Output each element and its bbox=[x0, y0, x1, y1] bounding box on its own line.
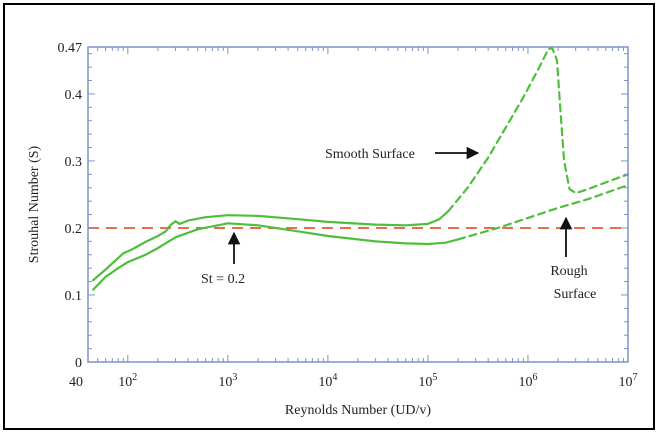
y-tick-label: 0.1 bbox=[65, 289, 83, 304]
annotation-smooth-surface: Smooth Surface bbox=[325, 147, 415, 162]
x-tick-label: 103 bbox=[218, 372, 237, 390]
y-tick-label: 0.47 bbox=[58, 41, 83, 56]
series-2-dashed-line bbox=[456, 184, 630, 241]
y-tick-label: 0.2 bbox=[65, 222, 83, 237]
x-tick-label: 104 bbox=[318, 372, 337, 390]
x-tick-label: 105 bbox=[418, 372, 437, 390]
x-axis-label: Reynolds Number (UD/v) bbox=[285, 403, 432, 418]
y-axis-label: Strouhal Number (S) bbox=[27, 145, 42, 263]
x-tick-label: 107 bbox=[619, 372, 638, 390]
annotation-rough-surface-line2: Surface bbox=[554, 287, 597, 302]
chart-frame bbox=[3, 3, 655, 430]
x-tick-label: 40 bbox=[69, 375, 83, 390]
y-tick-label: 0.3 bbox=[65, 155, 83, 170]
x-tick-label: 106 bbox=[518, 372, 537, 390]
y-tick-label: 0 bbox=[75, 356, 82, 371]
series-2-solid-line bbox=[92, 222, 460, 291]
y-tick-label: 0.4 bbox=[65, 88, 83, 103]
series-1-dashed-line bbox=[447, 47, 630, 213]
annotation-st-02: St = 0.2 bbox=[201, 272, 245, 287]
series-1-solid-line bbox=[92, 210, 450, 282]
plot-area bbox=[87, 46, 629, 363]
x-tick-label: 102 bbox=[118, 372, 137, 390]
annotation-rough-surface-line1: Rough bbox=[550, 264, 587, 279]
